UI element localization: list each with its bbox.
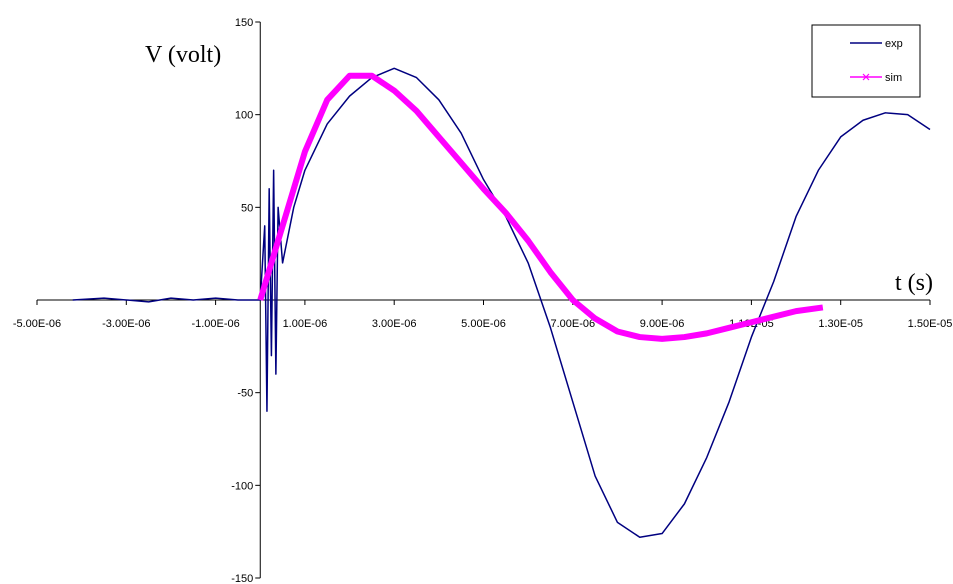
x-tick-label: -3.00E-06 bbox=[102, 318, 150, 330]
line-series bbox=[72, 67, 931, 538]
y-tick-label: -100 bbox=[231, 480, 253, 492]
legend-label: exp bbox=[885, 38, 903, 50]
x-tick-label: 9.00E-06 bbox=[640, 318, 685, 330]
legend-box bbox=[811, 24, 921, 98]
y-tick-label: 100 bbox=[235, 110, 253, 122]
x-tick-label: 1.00E-06 bbox=[283, 318, 328, 330]
x-tick-label: 7.00E-06 bbox=[550, 318, 595, 330]
x-tick-label: -1.00E-06 bbox=[191, 318, 239, 330]
y-tick-label: -150 bbox=[231, 573, 253, 584]
y-tick-label: 150 bbox=[235, 17, 253, 29]
legend-marker bbox=[862, 73, 870, 81]
legend-label: sim bbox=[885, 72, 902, 84]
x-tick-label: 5.00E-06 bbox=[461, 318, 506, 330]
y-tick-label: -50 bbox=[237, 388, 253, 400]
x-tick-label: 1.30E-05 bbox=[818, 318, 863, 330]
line-series bbox=[257, 72, 824, 342]
y-axis-title: V (volt) bbox=[145, 42, 221, 68]
x-tick-label: -5.00E-06 bbox=[13, 318, 61, 330]
x-tick-label: 3.00E-06 bbox=[372, 318, 417, 330]
y-tick-label: 50 bbox=[241, 202, 253, 214]
x-tick-label: 1.50E-05 bbox=[908, 318, 953, 330]
x-axis-title: t (s) bbox=[895, 270, 933, 296]
